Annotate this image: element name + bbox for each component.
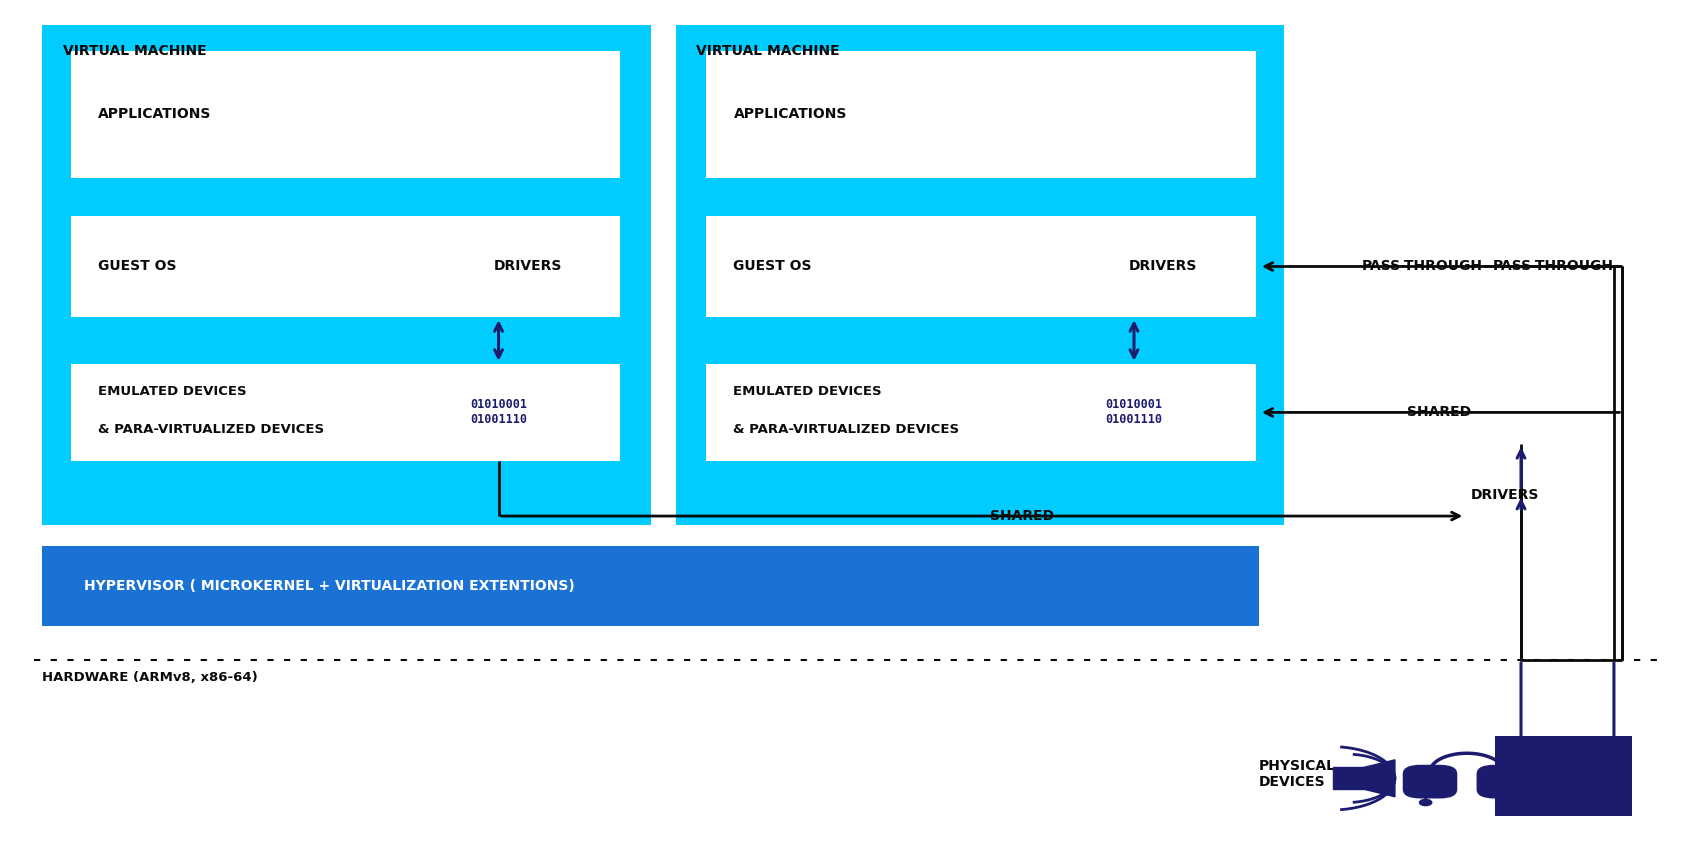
FancyBboxPatch shape <box>1495 736 1632 816</box>
Text: PASS-THROUGH: PASS-THROUGH <box>1491 260 1613 273</box>
FancyBboxPatch shape <box>706 364 1255 461</box>
Text: EMULATED DEVICES: EMULATED DEVICES <box>733 385 882 398</box>
Polygon shape <box>1363 760 1393 797</box>
FancyBboxPatch shape <box>42 546 1258 626</box>
FancyBboxPatch shape <box>706 216 1255 317</box>
Circle shape <box>1419 799 1431 805</box>
FancyBboxPatch shape <box>1402 766 1456 798</box>
Text: PASS-THROUGH: PASS-THROUGH <box>1361 260 1481 273</box>
Text: 01010001
01001110: 01010001 01001110 <box>1105 398 1162 426</box>
FancyBboxPatch shape <box>71 216 620 317</box>
Text: & PARA-VIRTUALIZED DEVICES: & PARA-VIRTUALIZED DEVICES <box>733 423 959 436</box>
Text: VIRTUAL MACHINE: VIRTUAL MACHINE <box>696 44 839 58</box>
Text: SHARED: SHARED <box>1407 405 1469 420</box>
Text: GUEST OS: GUEST OS <box>733 260 811 273</box>
FancyBboxPatch shape <box>1530 766 1596 787</box>
Text: HARDWARE (ARMv8, x86-64): HARDWARE (ARMv8, x86-64) <box>42 671 258 684</box>
FancyBboxPatch shape <box>71 364 620 461</box>
Text: HYPERVISOR ( MICROKERNEL + VIRTUALIZATION EXTENTIONS): HYPERVISOR ( MICROKERNEL + VIRTUALIZATIO… <box>84 579 574 593</box>
Text: APPLICATIONS: APPLICATIONS <box>733 107 846 121</box>
Text: DRIVERS: DRIVERS <box>1469 488 1537 502</box>
Text: PHYSICAL
DEVICES: PHYSICAL DEVICES <box>1258 759 1336 789</box>
FancyBboxPatch shape <box>42 25 650 525</box>
FancyBboxPatch shape <box>706 51 1255 178</box>
Text: SHARED: SHARED <box>990 509 1054 523</box>
FancyBboxPatch shape <box>1333 767 1363 789</box>
Text: DRIVERS: DRIVERS <box>493 260 561 273</box>
Text: APPLICATIONS: APPLICATIONS <box>98 107 211 121</box>
Text: GUEST OS: GUEST OS <box>98 260 176 273</box>
Text: 01010001
01001110: 01010001 01001110 <box>470 398 527 426</box>
FancyBboxPatch shape <box>1476 766 1530 798</box>
Text: & PARA-VIRTUALIZED DEVICES: & PARA-VIRTUALIZED DEVICES <box>98 423 324 436</box>
Text: DRIVERS: DRIVERS <box>1128 260 1196 273</box>
Text: EMULATED DEVICES: EMULATED DEVICES <box>98 385 247 398</box>
FancyBboxPatch shape <box>1523 794 1601 799</box>
Text: VIRTUAL MACHINE: VIRTUAL MACHINE <box>62 44 206 58</box>
FancyBboxPatch shape <box>676 25 1284 525</box>
FancyBboxPatch shape <box>71 51 620 178</box>
